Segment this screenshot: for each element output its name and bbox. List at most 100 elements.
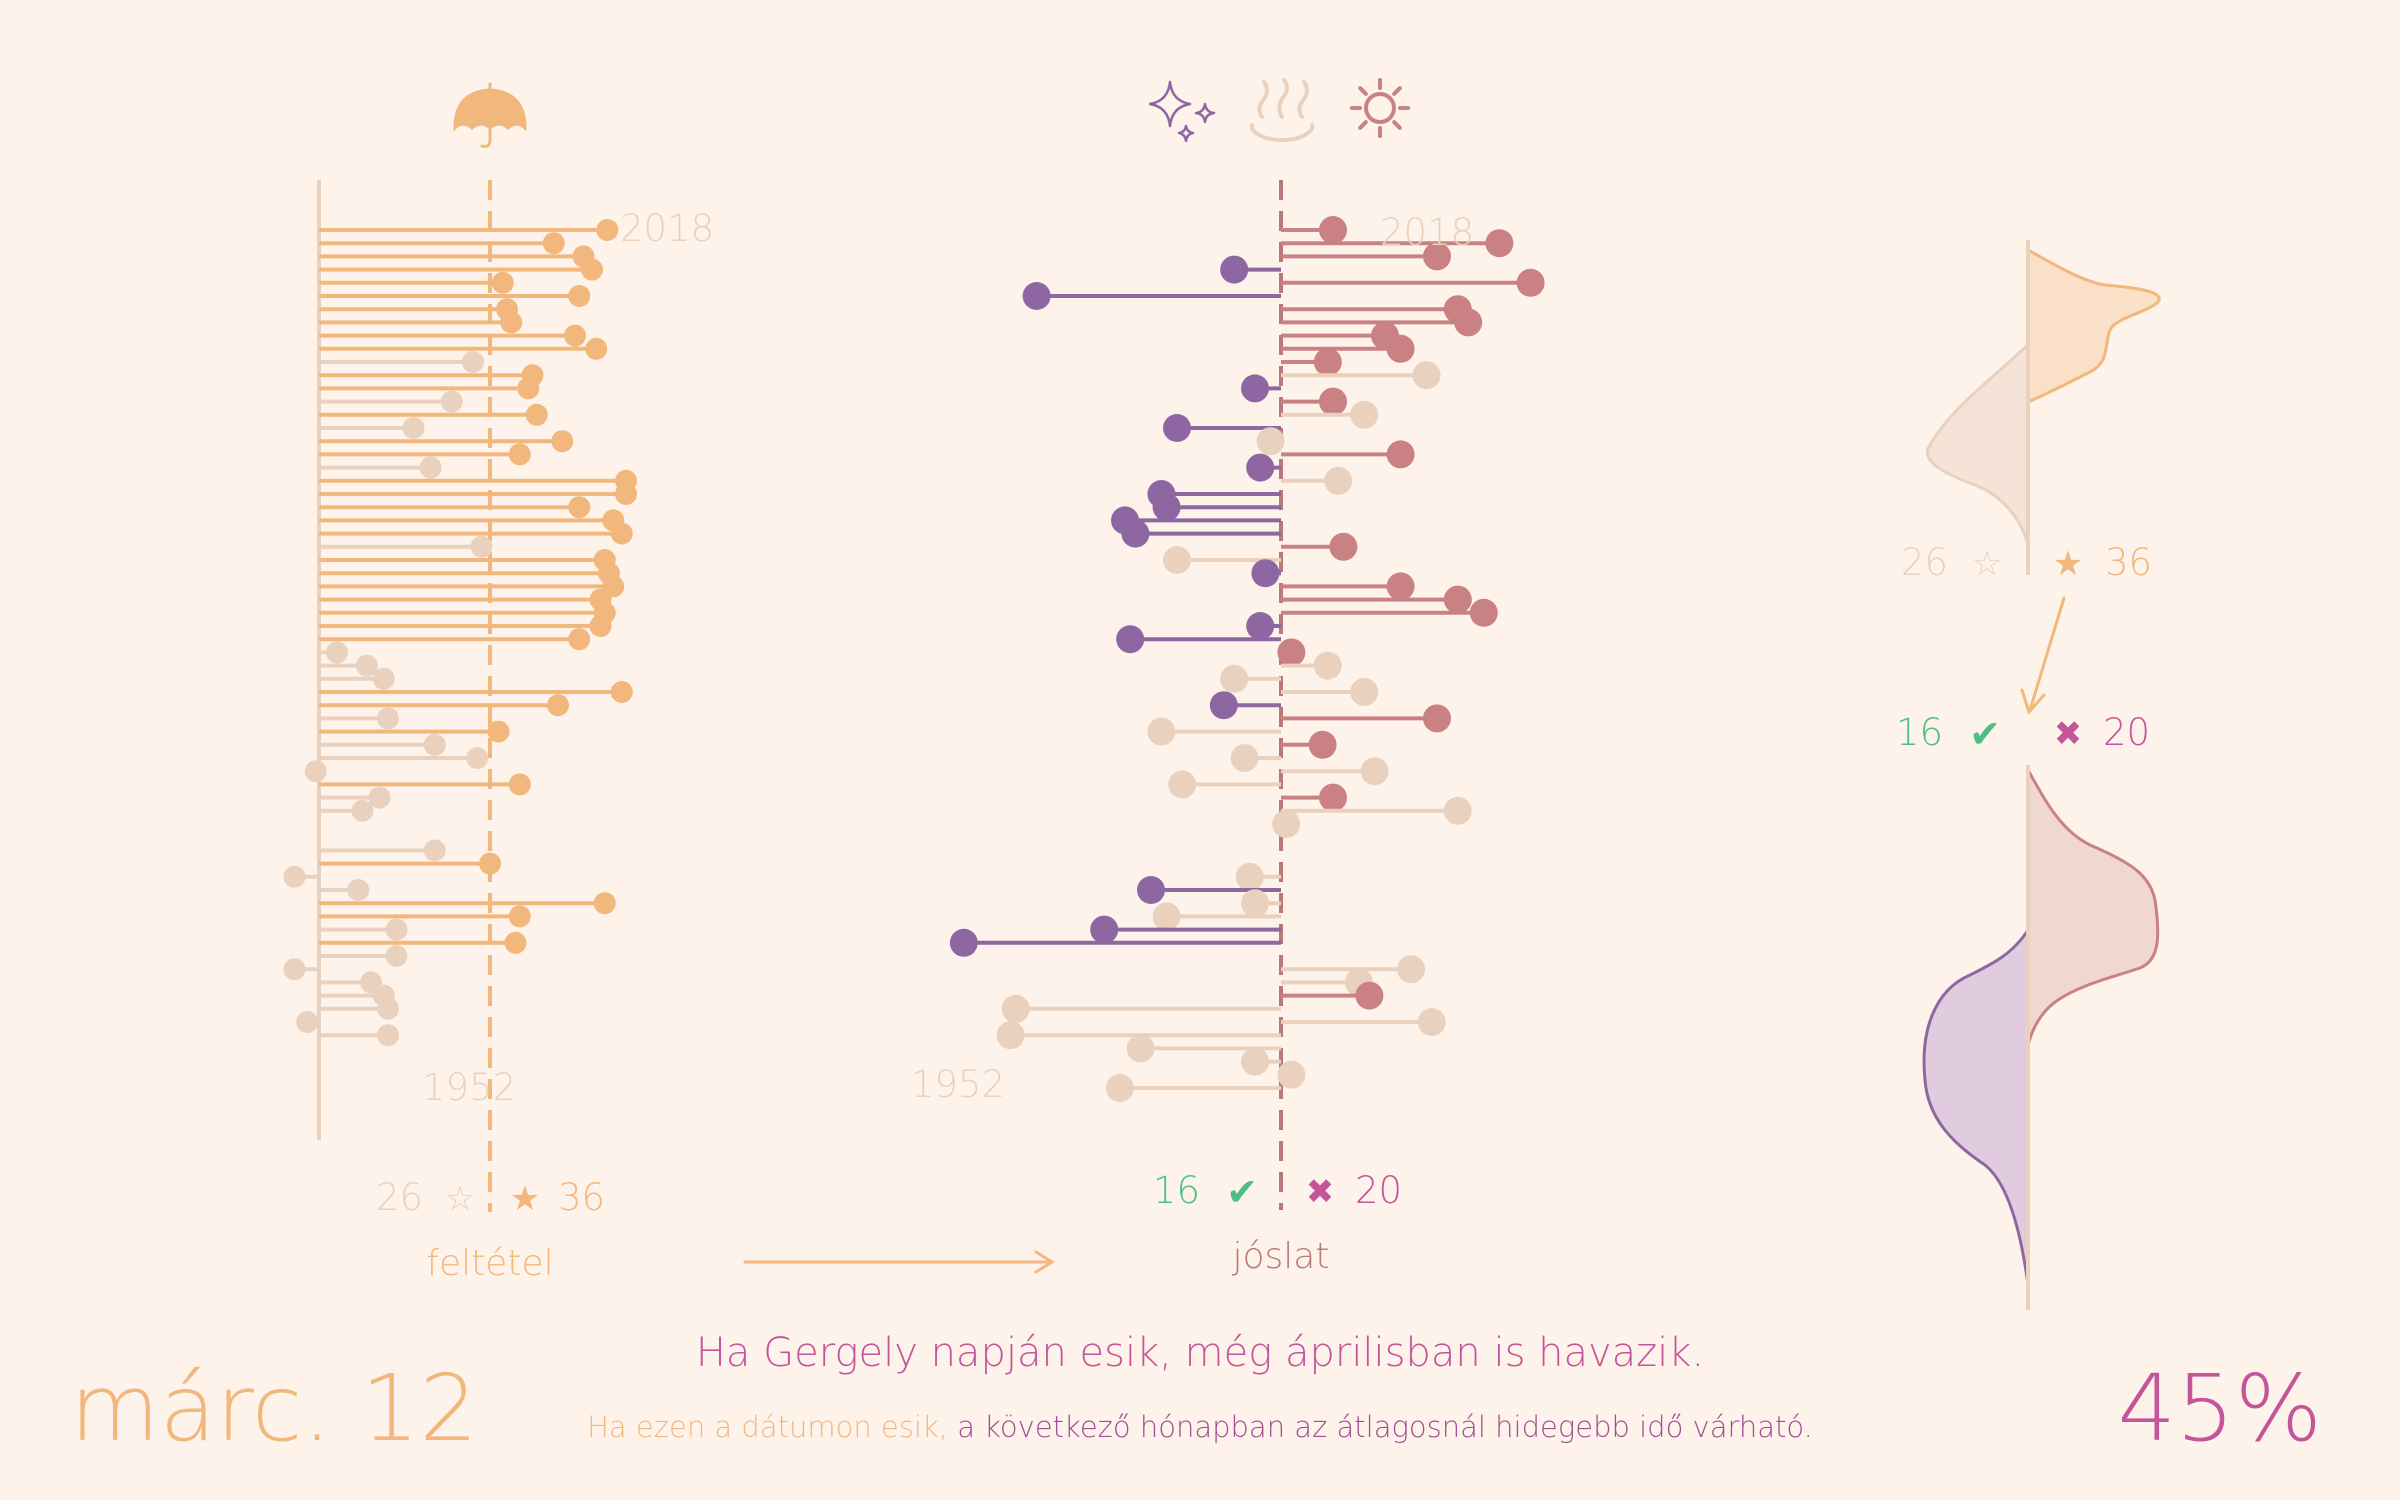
condition-lollipop (319, 879, 370, 901)
forecast-lollipop (1256, 427, 1285, 456)
forecast-lollipop (1272, 810, 1301, 838)
forecast-lollipop (1152, 493, 1281, 522)
forecast-lollipop (1163, 414, 1281, 442)
forecast-lollipop (1281, 796, 1472, 825)
star-full-icon: ★ (510, 1179, 540, 1219)
forecast-lollipop (1281, 981, 1384, 1010)
condition-lollipop (319, 430, 574, 453)
forecast-lollipop (1022, 282, 1281, 310)
right-count-wrong: 20 (2103, 711, 2150, 754)
condition-lollipop (319, 905, 531, 928)
forecast-lollipop (1281, 572, 1415, 601)
forecast-lollipop (1281, 1008, 1446, 1036)
forecast-lollipop (1281, 783, 1347, 812)
sun-icon (1350, 78, 1410, 138)
condition-lollipop (319, 443, 531, 466)
condition-lollipop (319, 377, 540, 400)
forecast-lollipop (1251, 559, 1281, 588)
forecast-lollipop (1281, 440, 1415, 469)
condition-lollipop (319, 390, 463, 413)
condition-lollipop (319, 311, 523, 334)
forecast-lollipop (1281, 466, 1353, 495)
forecast-lollipop (1246, 612, 1281, 640)
forecast-lollipop (949, 928, 1281, 957)
forecast-lollipop (1147, 717, 1281, 746)
forecast-cold-density (1922, 924, 2030, 1286)
condition-no-density (1926, 341, 2030, 546)
forecast-lollipop (1090, 915, 1281, 944)
forecast-lollipop (1281, 387, 1347, 416)
condition-lollipop (319, 773, 531, 796)
forecast-lollipop (1281, 334, 1415, 363)
condition-lollipop (319, 456, 442, 479)
left-count-yes: 36 (558, 1176, 605, 1219)
forecast-lollipop (1241, 889, 1281, 918)
condition-lollipop (319, 667, 395, 690)
condition-lollipop (319, 337, 608, 360)
forecast-lollipop (1281, 308, 1483, 337)
forecast-lollipop (1281, 400, 1379, 429)
forecast-lollipop (1281, 757, 1389, 786)
forecast-lollipop (1121, 519, 1281, 548)
sparkles-icon (1148, 80, 1216, 143)
condition-lollipop (319, 219, 619, 241)
condition-lollipop (319, 839, 446, 862)
forecast-lollipop (1241, 1047, 1281, 1076)
right-count-correct: 16 (1896, 711, 1943, 754)
explanation-condition: Ha ezen a dátumon esik, (587, 1410, 948, 1444)
condition-lollipop (319, 285, 591, 307)
condition-lollipop (319, 892, 616, 915)
condition-lollipop (283, 865, 319, 888)
condition-lollipop (319, 469, 637, 492)
hot-spring-icon (1249, 78, 1315, 142)
condition-lollipop (319, 945, 408, 967)
forecast-lollipop (1281, 348, 1342, 376)
condition-lollipop (319, 601, 616, 624)
condition-lollipop (319, 971, 382, 994)
left-year-bottom: 1952 (422, 1066, 516, 1109)
right-star-full-icon: ★ (2053, 544, 2083, 584)
forecast-lollipop (1220, 664, 1281, 693)
condition-lollipop (319, 997, 399, 1020)
explanation-result: a következő hónapban az átlagosnál hideg… (957, 1410, 1813, 1444)
accuracy-percent: 45% (2117, 1355, 2322, 1462)
condition-yes-density (2026, 247, 2161, 405)
right-cross-icon: ✖ (2054, 714, 2083, 754)
forecast-lollipop (1281, 321, 1399, 350)
forecast-lollipop (1281, 730, 1337, 759)
center-count-wrong: 20 (1355, 1169, 1402, 1212)
right-count-no: 26 (1901, 541, 1948, 584)
condition-lollipop (319, 720, 510, 743)
condition-lollipop (319, 628, 591, 651)
forecast-axis-label: jóslat (1232, 1236, 1330, 1277)
condition-lollipop (319, 918, 408, 941)
umbrella-icon (453, 82, 527, 148)
forecast-lollipop (1281, 585, 1472, 614)
center-year-top: 2018 (1380, 211, 1474, 254)
star-empty-icon: ☆ (445, 1179, 475, 1219)
forecast-lollipop (1241, 374, 1281, 403)
forecast-lollipop (1277, 1060, 1306, 1089)
forecast-lollipop (1220, 255, 1281, 284)
check-icon: ✔ (1226, 1170, 1258, 1214)
down-arrow (2020, 596, 2066, 715)
condition-lollipop (319, 324, 586, 347)
condition-lollipop (283, 958, 319, 981)
condition-lollipop (319, 654, 378, 677)
forecast-lollipop (1168, 770, 1281, 799)
forecast-lollipop (1230, 744, 1281, 772)
condition-lollipop (319, 799, 374, 822)
forecast-lollipop (1105, 1074, 1281, 1102)
condition-lollipop (319, 707, 399, 730)
forecast-lollipops (949, 216, 1545, 1102)
condition-lollipop (319, 931, 527, 954)
condition-lollipop (319, 403, 548, 426)
forecast-lollipop (1152, 902, 1281, 931)
condition-lollipop (319, 258, 603, 281)
condition-lollipops (283, 219, 637, 1047)
center-count-correct: 16 (1153, 1169, 1200, 1212)
condition-lollipop (319, 681, 633, 703)
condition-lollipop (319, 575, 625, 598)
forecast-lollipop (1281, 651, 1342, 680)
